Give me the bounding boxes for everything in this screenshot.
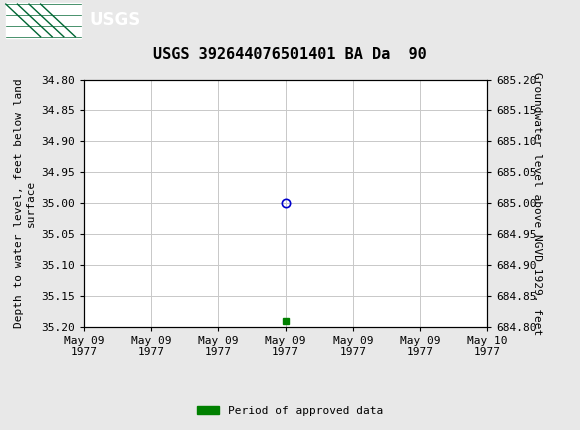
- Text: USGS 392644076501401 BA Da  90: USGS 392644076501401 BA Da 90: [153, 47, 427, 62]
- Y-axis label: Depth to water level, feet below land
surface: Depth to water level, feet below land su…: [14, 78, 36, 328]
- Bar: [6, 3, 81, 37]
- Text: USGS: USGS: [90, 12, 141, 29]
- Legend: Period of approved data: Period of approved data: [193, 401, 387, 420]
- Y-axis label: Groundwater level above NGVD 1929, feet: Groundwater level above NGVD 1929, feet: [532, 71, 542, 335]
